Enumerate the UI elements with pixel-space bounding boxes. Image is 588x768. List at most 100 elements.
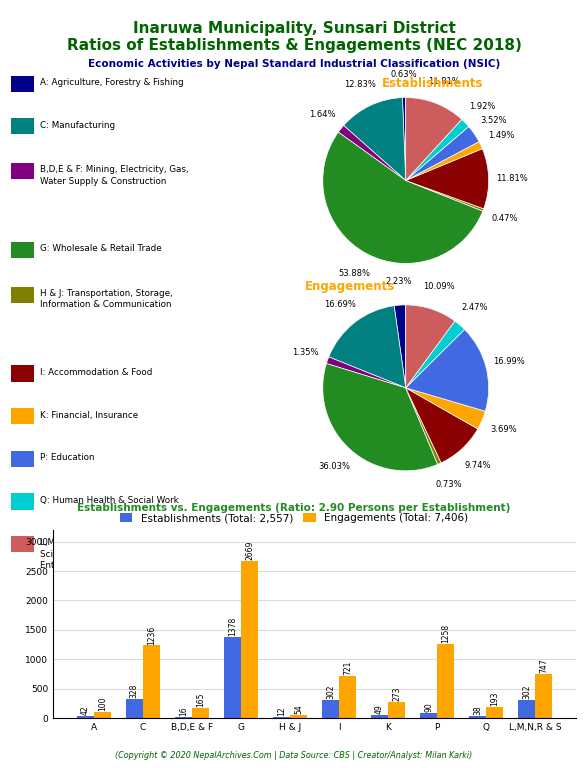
- Bar: [518, 700, 535, 718]
- Text: 12: 12: [277, 707, 286, 717]
- Bar: [388, 702, 405, 718]
- Wedge shape: [343, 98, 406, 180]
- Text: P: Education: P: Education: [40, 453, 95, 462]
- Wedge shape: [406, 388, 441, 465]
- Bar: [143, 645, 160, 718]
- Text: K: Financial, Insurance: K: Financial, Insurance: [40, 411, 138, 419]
- Wedge shape: [406, 127, 479, 180]
- Bar: [486, 707, 503, 718]
- FancyBboxPatch shape: [11, 286, 34, 303]
- FancyBboxPatch shape: [11, 75, 34, 92]
- Text: 53.88%: 53.88%: [339, 269, 371, 278]
- Text: Inaruwa Municipality, Sunsari District: Inaruwa Municipality, Sunsari District: [132, 21, 456, 36]
- FancyBboxPatch shape: [11, 242, 34, 258]
- Text: L,M,N,R & S: Real Estate, Professional,
Scientific, Administrative, Arts,
Entert: L,M,N,R & S: Real Estate, Professional, …: [40, 538, 206, 570]
- Text: 193: 193: [490, 691, 499, 706]
- Text: 721: 721: [343, 660, 352, 675]
- Bar: [535, 674, 553, 718]
- Text: 100: 100: [98, 697, 107, 711]
- Text: 54: 54: [294, 704, 303, 714]
- FancyBboxPatch shape: [11, 366, 34, 382]
- Text: 36.03%: 36.03%: [319, 462, 350, 471]
- Text: 302: 302: [522, 685, 531, 700]
- Text: 90: 90: [424, 702, 433, 712]
- Text: (Copyright © 2020 NepalArchives.Com | Data Source: CBS | Creator/Analyst: Milan : (Copyright © 2020 NepalArchives.Com | Da…: [115, 751, 473, 760]
- Text: 1.35%: 1.35%: [292, 348, 319, 357]
- Text: 1.92%: 1.92%: [469, 102, 495, 111]
- Text: 0.47%: 0.47%: [492, 214, 518, 223]
- Text: 16: 16: [179, 707, 188, 717]
- Text: 328: 328: [130, 684, 139, 698]
- Text: 747: 747: [539, 659, 549, 674]
- Text: B,D,E & F: Mining, Electricity, Gas,
Water Supply & Construction: B,D,E & F: Mining, Electricity, Gas, Wat…: [40, 165, 189, 186]
- Text: 165: 165: [196, 693, 205, 707]
- Text: Establishments vs. Engagements (Ratio: 2.90 Persons per Establishment): Establishments vs. Engagements (Ratio: 2…: [77, 503, 511, 513]
- Bar: [469, 716, 486, 718]
- FancyBboxPatch shape: [11, 493, 34, 509]
- Wedge shape: [406, 180, 484, 211]
- Text: 2.23%: 2.23%: [385, 277, 412, 286]
- Text: 273: 273: [392, 687, 401, 701]
- Text: I: Accommodation & Food: I: Accommodation & Food: [40, 368, 152, 377]
- Bar: [437, 644, 455, 718]
- Text: 49: 49: [375, 704, 384, 714]
- FancyBboxPatch shape: [11, 408, 34, 424]
- Wedge shape: [402, 98, 406, 180]
- Text: 11.81%: 11.81%: [428, 77, 460, 86]
- Legend: Establishments (Total: 2,557), Engagements (Total: 7,406): Establishments (Total: 2,557), Engagemen…: [115, 509, 473, 528]
- Text: 1236: 1236: [147, 625, 156, 644]
- Bar: [290, 715, 307, 718]
- Text: 0.63%: 0.63%: [390, 70, 417, 79]
- Text: 16.69%: 16.69%: [325, 300, 356, 309]
- Text: Q: Human Health & Social Work: Q: Human Health & Social Work: [40, 496, 179, 505]
- Wedge shape: [326, 357, 406, 388]
- Wedge shape: [406, 149, 489, 209]
- FancyBboxPatch shape: [11, 163, 34, 179]
- FancyBboxPatch shape: [11, 118, 34, 134]
- Text: Engagements: Engagements: [305, 280, 395, 293]
- Bar: [76, 716, 94, 718]
- Text: 1258: 1258: [441, 624, 450, 644]
- Text: G: Wholesale & Retail Trade: G: Wholesale & Retail Trade: [40, 244, 162, 253]
- Text: Ratios of Establishments & Engagements (NEC 2018): Ratios of Establishments & Engagements (…: [66, 38, 522, 54]
- Text: 2669: 2669: [245, 541, 254, 561]
- Text: H & J: Transportation, Storage,
Information & Communication: H & J: Transportation, Storage, Informat…: [40, 289, 173, 310]
- Text: 42: 42: [81, 705, 90, 715]
- Text: 9.74%: 9.74%: [465, 462, 491, 470]
- Text: 12.83%: 12.83%: [345, 80, 376, 89]
- Wedge shape: [406, 119, 469, 180]
- Text: 2.47%: 2.47%: [462, 303, 488, 312]
- Bar: [175, 717, 192, 718]
- Bar: [371, 715, 388, 718]
- Wedge shape: [406, 321, 465, 388]
- Wedge shape: [406, 388, 485, 429]
- Wedge shape: [329, 306, 406, 388]
- Text: 11.81%: 11.81%: [496, 174, 528, 183]
- Bar: [192, 708, 209, 718]
- Wedge shape: [406, 141, 482, 180]
- Text: Economic Activities by Nepal Standard Industrial Classification (NSIC): Economic Activities by Nepal Standard In…: [88, 59, 500, 69]
- Bar: [322, 700, 339, 718]
- Text: 302: 302: [326, 685, 335, 700]
- Bar: [241, 561, 258, 718]
- Bar: [224, 637, 241, 718]
- Wedge shape: [323, 132, 483, 263]
- Text: 1378: 1378: [228, 617, 237, 636]
- Wedge shape: [406, 329, 489, 411]
- Text: A: Agriculture, Forestry & Fishing: A: Agriculture, Forestry & Fishing: [40, 78, 183, 87]
- Wedge shape: [394, 305, 406, 388]
- Bar: [420, 713, 437, 718]
- Wedge shape: [406, 305, 455, 388]
- Wedge shape: [323, 363, 437, 471]
- FancyBboxPatch shape: [11, 451, 34, 467]
- Wedge shape: [406, 388, 478, 463]
- Text: 10.09%: 10.09%: [423, 283, 455, 292]
- FancyBboxPatch shape: [11, 536, 34, 552]
- Text: 1.64%: 1.64%: [309, 110, 336, 119]
- Bar: [94, 712, 111, 718]
- Wedge shape: [406, 98, 462, 180]
- Text: C: Manufacturing: C: Manufacturing: [40, 121, 115, 130]
- Bar: [339, 676, 356, 718]
- Bar: [126, 699, 143, 718]
- Text: 0.73%: 0.73%: [436, 480, 462, 489]
